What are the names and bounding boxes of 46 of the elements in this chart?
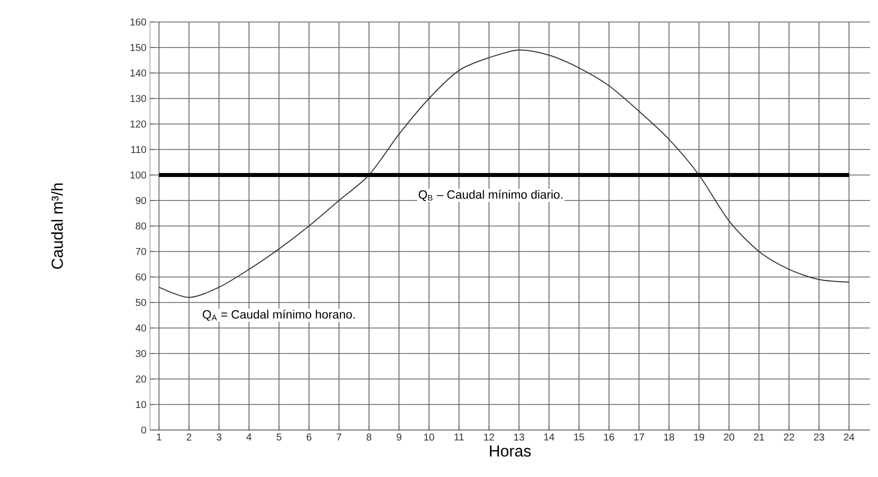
x-tick-label: 16 [604,434,614,441]
x-tick-label: 15 [574,434,584,441]
x-tick-label: 19 [694,434,704,441]
x-tick-label: 20 [724,434,734,441]
x-tick-label: 10 [424,434,434,441]
x-tick-label: 21 [754,434,764,441]
x-tick-label: 17 [634,434,644,440]
x-tick-label: 22 [784,434,794,441]
x-tick-label: 8 [366,434,372,441]
y-tick-label: 130 [130,94,146,102]
x-tick-label: 5 [276,434,282,441]
x-tick-label: 12 [484,434,494,441]
y-tick-label: 20 [136,375,146,383]
annotation: Q$_{A}$ = Caudal mínimo horano. [202,310,355,321]
y-tick-label: 40 [136,324,146,332]
y-tick-label: 50 [136,298,146,306]
x-axis-title: Horas [490,445,531,457]
y-tick-label: 80 [136,222,146,230]
y-tick-label: 10 [136,400,146,408]
y-tick-label: 90 [136,196,146,204]
y-tick-label: 150 [130,44,146,52]
y-tick-label: 160 [130,18,146,26]
y-tick-label: 30 [136,350,146,358]
y-tick-label: 0 [141,426,146,434]
x-tick-label: 3 [216,434,222,441]
y-tick-label: 110 [131,146,146,154]
x-tick-label: 2 [186,434,192,441]
x-tick-label: 6 [306,434,312,441]
x-tick-label: 18 [664,434,674,441]
x-tick-label: 4 [246,434,252,440]
y-tick-label: 60 [136,273,146,281]
x-tick-label: 24 [844,434,854,441]
x-tick-label: 23 [814,434,824,441]
y-axis-title: Caudal m³/h [51,183,63,269]
annotation: Q$_{B}$ – Caudal mínimo diario. [418,190,562,201]
x-tick-label: 9 [396,434,402,441]
x-tick-label: 14 [544,434,554,440]
y-tick-label: 100 [130,171,146,179]
y-tick-label: 120 [130,120,146,128]
x-tick-label: 13 [514,434,524,441]
y-tick-label: 140 [130,69,146,77]
x-tick-label: 7 [336,434,342,440]
x-tick-label: 11 [454,434,464,440]
line-series [158,50,850,298]
x-tick-label: 1 [156,434,162,440]
y-tick-label: 70 [136,248,146,256]
